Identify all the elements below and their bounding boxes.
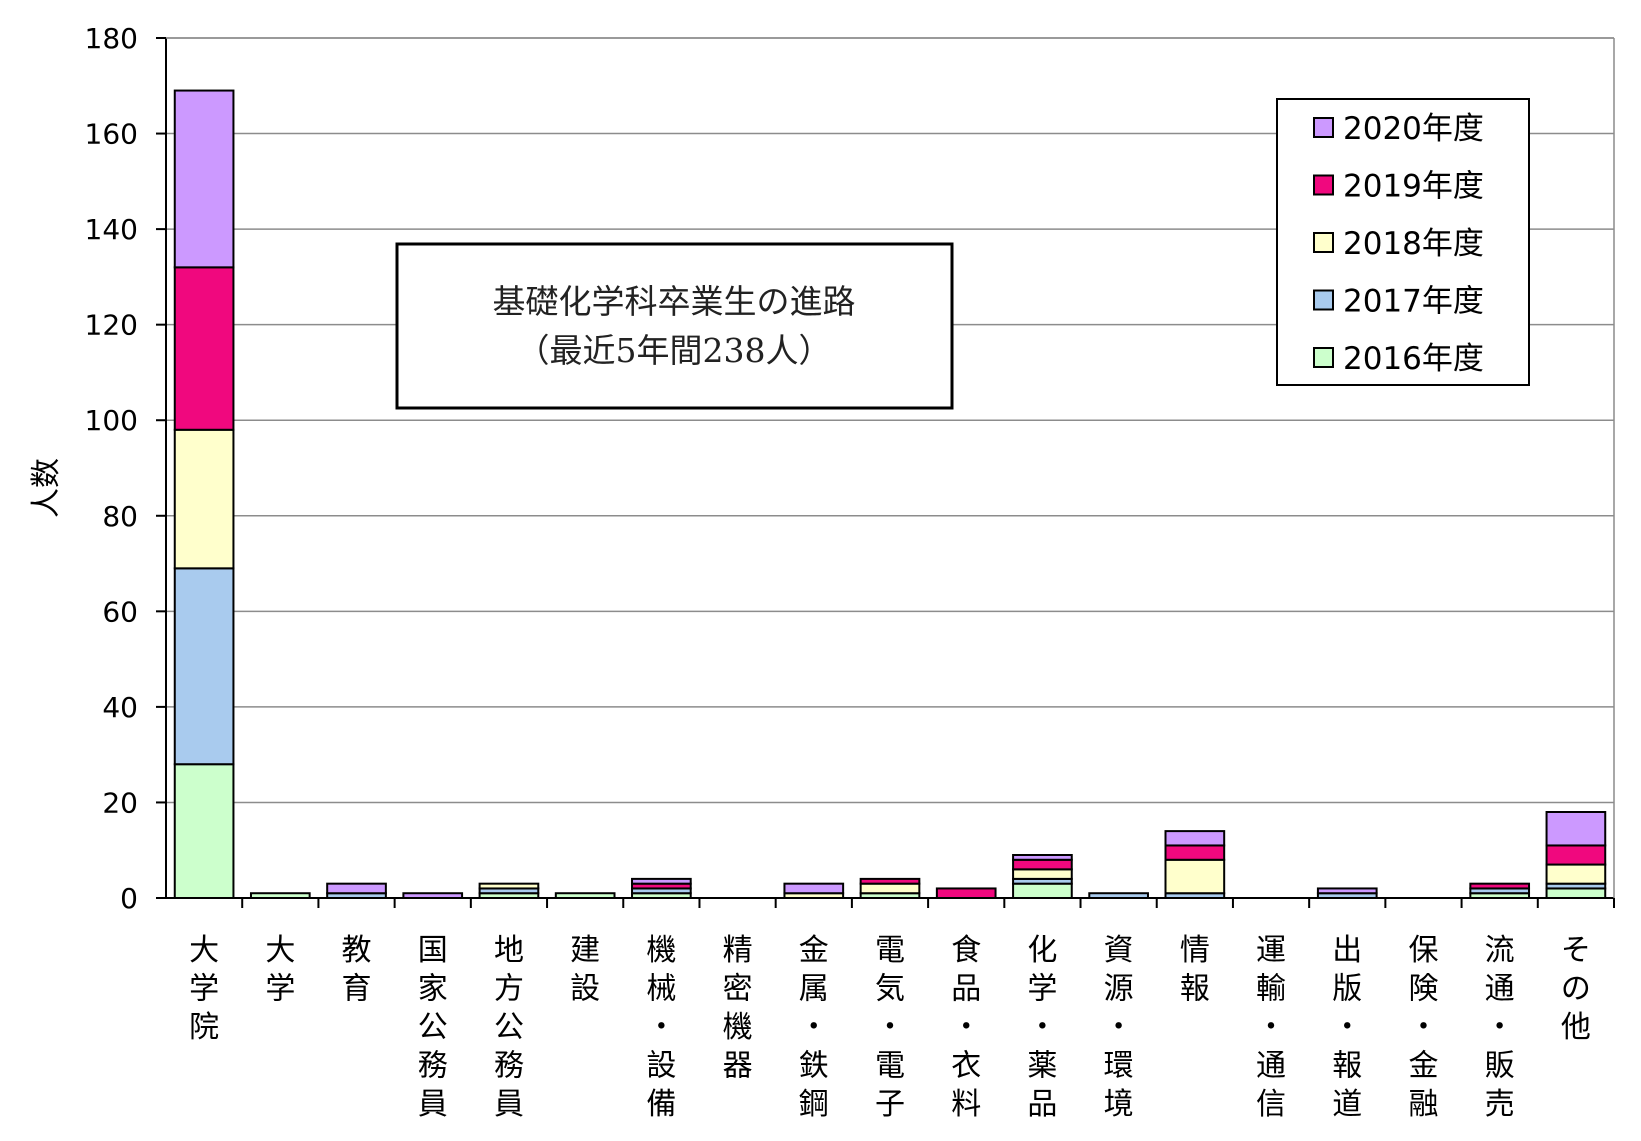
bar-segment: [783, 882, 845, 895]
bar-segment: [1164, 830, 1226, 847]
y-axis-label: 人数: [29, 458, 64, 518]
bar-segment: [1545, 887, 1607, 900]
y-tick-label: 40: [102, 691, 138, 724]
bar-segment: [173, 428, 235, 570]
bar-segment: [1012, 858, 1073, 871]
x-category-label: 精密機器: [723, 933, 753, 1084]
bar-segment: [173, 89, 235, 269]
legend-entry: 2019年度: [1343, 169, 1484, 205]
bar-segment: [859, 882, 921, 895]
bar-segment: [173, 763, 235, 899]
bar-segment: [1012, 882, 1073, 900]
x-category-label: その他: [1561, 933, 1591, 1045]
bar-segment: [1164, 858, 1226, 895]
x-category-label: 情報: [1180, 933, 1210, 1007]
x-category-label: 金属・鉄鋼: [799, 933, 829, 1122]
chart-subtitle: （最近5年間238人）: [517, 331, 832, 370]
x-category-label: 教育: [342, 933, 372, 1007]
bar-segment: [1545, 844, 1607, 866]
bar-segment: [935, 887, 997, 900]
x-category-label: 保険・金融: [1408, 933, 1438, 1122]
x-category-label: 電気・電子: [875, 933, 905, 1122]
bar-segment: [1469, 882, 1531, 890]
bar-segment: [1164, 844, 1226, 861]
x-category-label: 出版・報道: [1332, 933, 1362, 1122]
y-tick-label: 180: [85, 22, 138, 55]
y-tick-label: 80: [102, 500, 138, 533]
legend-entry: 2020年度: [1343, 111, 1484, 147]
legend-swatch: [1313, 232, 1334, 253]
x-category-label: 食品・衣料: [951, 933, 981, 1122]
legend-swatch: [1313, 289, 1334, 311]
bar-segment: [859, 877, 921, 885]
legend: 2020年度 2019年度 2018年度 2017年度 2016年度: [1276, 98, 1530, 386]
legend-entry: 2018年度: [1343, 226, 1484, 262]
bar-segment: [1012, 868, 1073, 880]
bar-segment: [173, 266, 235, 431]
legend-entry: 2016年度: [1343, 341, 1484, 377]
x-category-label: 化学・薬品: [1027, 933, 1057, 1122]
bar-segment: [1012, 854, 1073, 861]
y-tick-label: 20: [102, 786, 138, 819]
x-category-label: 機械・設備: [646, 933, 676, 1122]
y-tick-label: 140: [85, 213, 138, 246]
bar-segment: [173, 567, 235, 766]
bar-segment: [1545, 863, 1607, 885]
x-category-label: 運輸・通信: [1256, 933, 1286, 1122]
chart-title-box: 基礎化学科卒業生の進路 （最近5年間238人）: [395, 242, 954, 410]
x-category-label: 資源・環境: [1104, 933, 1134, 1122]
chart-title: 基礎化学科卒業生の進路: [493, 282, 856, 321]
x-category-label: 大学院: [189, 933, 219, 1045]
y-tick-label: 100: [85, 404, 138, 437]
bars: [173, 89, 1607, 900]
y-tick-label: 0: [120, 882, 138, 915]
x-category-label: 流通・販売: [1485, 933, 1515, 1122]
legend-entry: 2017年度: [1343, 284, 1484, 320]
legend-swatch: [1313, 174, 1334, 196]
bar-segment: [1545, 811, 1607, 847]
axes: [156, 37, 1615, 908]
x-category-label: 大学: [265, 933, 295, 1007]
x-category-label: 国家公務員: [418, 933, 448, 1122]
y-tick-labels: 0 20 40 60 80 100 120 140 160 180: [85, 22, 138, 915]
bar-segment: [478, 882, 540, 890]
bar-segment: [1316, 887, 1378, 895]
x-category-label: 建設: [570, 933, 600, 1007]
title-box-frame: [395, 242, 954, 410]
y-tick-label: 120: [85, 309, 138, 342]
legend-swatch: [1313, 117, 1334, 138]
bar-segment: [631, 877, 692, 885]
y-tick-label: 60: [102, 595, 138, 628]
x-category-label: 地方公務員: [494, 933, 524, 1122]
y-tick-label: 160: [85, 118, 138, 151]
bar-segment: [326, 882, 387, 895]
legend-swatch: [1313, 347, 1334, 368]
